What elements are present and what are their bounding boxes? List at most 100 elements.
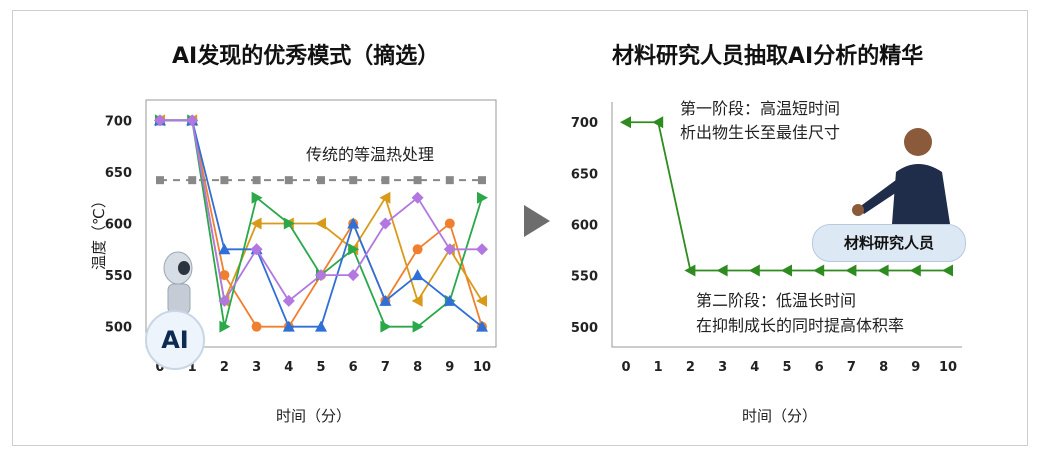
- x-tick-label: 4: [284, 360, 293, 375]
- data-point-blue: [476, 320, 488, 332]
- flow-arrow-icon: [524, 205, 550, 237]
- x-tick-label: 6: [349, 360, 358, 375]
- data-point-purple: [443, 243, 456, 256]
- data-point-purple: [154, 114, 166, 127]
- data-point-blue: [347, 217, 360, 229]
- data-point-blue: [218, 243, 231, 255]
- x-tick-label: 1: [188, 360, 197, 375]
- x-tick-label: 4: [750, 360, 759, 375]
- data-point-darkgreen: [877, 264, 889, 277]
- right-chart-title: 材料研究人员抽取AI分析的精华: [612, 44, 924, 69]
- data-point-green: [251, 191, 263, 204]
- data-point-purple: [379, 217, 392, 230]
- data-point-blue: [443, 294, 456, 306]
- axis-lines: [611, 102, 962, 348]
- stage-annotation-stage1-line1: 第一阶段：高温短时间: [680, 99, 840, 118]
- left-x-axis-label: 时间（分）: [276, 407, 352, 425]
- data-point-orange: [444, 218, 455, 229]
- data-point-gray: [284, 176, 293, 185]
- data-point-gray: [445, 176, 454, 185]
- y-tick-label: 650: [571, 167, 598, 182]
- data-point-blue: [411, 269, 424, 281]
- x-tick-label: 0: [155, 360, 164, 375]
- plot-area-frame: [145, 99, 497, 348]
- left-y-axis-label: 温度（℃）: [90, 193, 108, 270]
- x-tick-label: 1: [654, 360, 663, 375]
- data-point-gray: [381, 176, 390, 185]
- left-chart-title: AI发现的优秀模式（摘选）: [172, 44, 440, 69]
- data-point-blue: [315, 320, 327, 332]
- data-point-orange: [412, 244, 423, 255]
- x-tick-label: 2: [686, 360, 695, 375]
- data-point-purple: [347, 269, 360, 282]
- stage-annotation-stage1-line2: 析出物生长至最佳尺寸: [680, 123, 840, 142]
- data-point-darkgreen: [781, 264, 792, 277]
- x-tick-label: 8: [879, 360, 888, 375]
- data-point-purple: [186, 114, 199, 127]
- right-x-axis-label: 时间（分）: [742, 407, 818, 425]
- data-point-gray: [413, 176, 422, 185]
- x-tick-label: 7: [847, 360, 856, 375]
- y-tick-label: 700: [571, 116, 598, 131]
- data-point-gray: [478, 176, 486, 185]
- stage-annotation-stage2-line2: 在抑制成长的同时提高体积率: [696, 316, 904, 335]
- data-point-purple: [476, 243, 488, 256]
- data-point-purple: [282, 294, 295, 307]
- data-point-blue: [282, 320, 295, 332]
- researcher-label: 材料研究人员: [812, 224, 966, 262]
- y-tick-label: 550: [105, 269, 132, 284]
- data-point-green: [283, 217, 295, 230]
- data-point-darkgreen: [845, 264, 857, 277]
- x-tick-label: 3: [252, 360, 261, 375]
- y-tick-label: 600: [571, 219, 598, 234]
- data-point-green: [412, 320, 424, 333]
- x-tick-label: 5: [782, 360, 791, 375]
- x-tick-label: 2: [220, 360, 229, 375]
- y-tick-label: 600: [105, 218, 132, 233]
- data-point-gold: [411, 294, 423, 307]
- data-point-darkgreen: [684, 264, 696, 277]
- data-point-gray: [156, 176, 164, 185]
- data-point-blue: [379, 294, 392, 306]
- left-chart: 500 550 600 650 700 0 1 2 3 4 5 6 7 8 9 10 传统的等温热处理: [105, 99, 497, 375]
- data-point-green: [477, 191, 488, 204]
- x-tick-label: 0: [621, 360, 630, 375]
- data-point-gray: [220, 176, 229, 185]
- y-tick-label: 500: [571, 321, 598, 336]
- y-tick-label: 650: [105, 166, 132, 181]
- x-tick-label: 6: [815, 360, 824, 375]
- y-tick-label: 500: [105, 321, 132, 336]
- data-point-gold: [250, 217, 262, 230]
- data-point-purple: [411, 191, 424, 204]
- data-point-gold: [379, 191, 391, 204]
- x-tick-label: 9: [911, 360, 920, 375]
- data-point-gray: [317, 176, 325, 185]
- data-point-gray: [252, 176, 261, 185]
- robot-icon: [163, 251, 193, 315]
- data-point-darkgreen: [620, 116, 631, 129]
- data-point-darkgreen: [716, 264, 728, 277]
- x-tick-label: 7: [381, 360, 390, 375]
- data-point-darkgreen: [652, 116, 664, 129]
- x-tick-label: 10: [939, 360, 957, 375]
- data-point-purple: [250, 243, 263, 256]
- y-tick-label: 550: [571, 270, 598, 285]
- x-tick-label: 8: [413, 360, 422, 375]
- x-tick-label: 10: [473, 360, 491, 375]
- data-point-green: [380, 320, 392, 333]
- data-point-gray: [349, 176, 358, 185]
- data-point-purple: [315, 269, 327, 282]
- data-point-darkgreen: [813, 264, 825, 277]
- ai-badge: AI: [145, 310, 205, 370]
- data-point-gray: [188, 176, 197, 185]
- x-tick-label: 3: [718, 360, 727, 375]
- x-tick-label: 5: [316, 360, 325, 375]
- data-point-gold: [315, 217, 326, 230]
- x-tick-label: 9: [445, 360, 454, 375]
- data-point-darkgreen: [942, 264, 953, 277]
- data-point-darkgreen: [748, 264, 760, 277]
- y-tick-label: 700: [105, 114, 132, 129]
- data-point-green: [348, 243, 360, 256]
- stage-annotation-stage2-line1: 第二阶段：低温长时间: [696, 291, 856, 310]
